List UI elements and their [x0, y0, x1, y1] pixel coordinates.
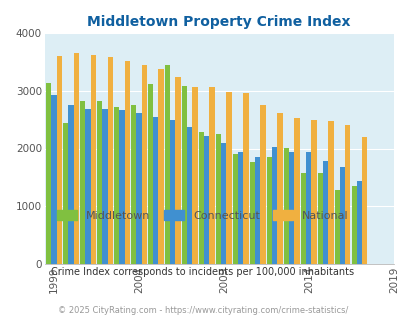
- Bar: [63, 122, 68, 264]
- Bar: [351, 186, 356, 264]
- Bar: [305, 152, 311, 264]
- Bar: [233, 154, 238, 264]
- Legend: Middletown, Connecticut, National: Middletown, Connecticut, National: [53, 206, 352, 225]
- Bar: [266, 156, 272, 264]
- Bar: [328, 121, 333, 264]
- Bar: [294, 118, 299, 264]
- Bar: [356, 182, 362, 264]
- Bar: [255, 157, 260, 264]
- Bar: [136, 113, 141, 264]
- Bar: [216, 134, 221, 264]
- Title: Middletown Property Crime Index: Middletown Property Crime Index: [87, 15, 350, 29]
- Bar: [165, 65, 170, 264]
- Bar: [153, 117, 158, 264]
- Bar: [289, 152, 294, 264]
- Bar: [187, 127, 192, 264]
- Text: © 2025 CityRating.com - https://www.cityrating.com/crime-statistics/: © 2025 CityRating.com - https://www.city…: [58, 306, 347, 315]
- Bar: [335, 189, 339, 264]
- Bar: [46, 83, 51, 264]
- Bar: [158, 69, 163, 264]
- Bar: [141, 65, 146, 264]
- Bar: [107, 57, 112, 264]
- Bar: [192, 87, 197, 264]
- Bar: [80, 101, 85, 264]
- Bar: [182, 85, 187, 264]
- Bar: [301, 173, 305, 264]
- Bar: [318, 173, 322, 264]
- Bar: [90, 55, 96, 264]
- Text: Crime Index corresponds to incidents per 100,000 inhabitants: Crime Index corresponds to incidents per…: [51, 267, 354, 277]
- Bar: [204, 136, 209, 264]
- Bar: [249, 162, 255, 264]
- Bar: [56, 55, 62, 264]
- Bar: [73, 53, 79, 264]
- Bar: [221, 143, 226, 264]
- Bar: [175, 78, 180, 264]
- Bar: [362, 137, 367, 264]
- Bar: [272, 147, 277, 264]
- Bar: [97, 101, 102, 264]
- Bar: [102, 109, 107, 264]
- Bar: [170, 120, 175, 264]
- Bar: [148, 84, 153, 264]
- Bar: [322, 161, 328, 264]
- Bar: [284, 148, 289, 264]
- Bar: [209, 87, 214, 264]
- Bar: [260, 105, 265, 264]
- Bar: [85, 109, 90, 264]
- Bar: [131, 105, 136, 264]
- Bar: [114, 107, 119, 264]
- Bar: [226, 92, 231, 264]
- Bar: [68, 105, 73, 264]
- Bar: [339, 167, 345, 264]
- Bar: [199, 132, 204, 264]
- Bar: [311, 119, 316, 264]
- Bar: [119, 110, 124, 264]
- Bar: [345, 125, 350, 264]
- Bar: [238, 152, 243, 264]
- Bar: [124, 61, 129, 264]
- Bar: [51, 95, 56, 264]
- Bar: [243, 93, 248, 264]
- Bar: [277, 113, 282, 264]
